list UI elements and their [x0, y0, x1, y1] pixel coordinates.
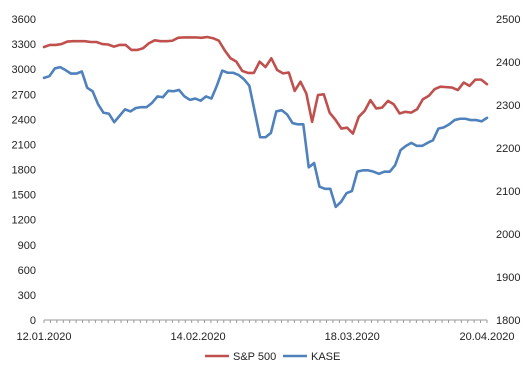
y-right-tick-label: 2100 [496, 186, 520, 198]
y-left-tick-label: 1200 [12, 215, 36, 227]
y-left-tick-label: 1500 [12, 190, 36, 202]
x-tick-label: 20.04.2020 [459, 331, 514, 343]
y-right-tick-label: 2400 [496, 57, 520, 69]
y-left-tick-label: 0 [30, 315, 36, 327]
series-line-s-p-500 [42, 35, 489, 135]
y-left-tick-label: 300 [18, 290, 36, 302]
legend-label-s-p-500: S&P 500 [233, 351, 276, 363]
y-left-axis: 0 300 600 900 1200 1500 1800 2100 2400 2700 3000 33… [12, 14, 36, 327]
y-left-tick-label: 2100 [12, 139, 36, 151]
legend-label-kase: KASE [311, 351, 340, 363]
y-right-tick-label: 1800 [496, 315, 520, 327]
y-right-tick-label: 2000 [496, 229, 520, 241]
y-right-tick-label: 1900 [496, 272, 520, 284]
legend: S&P 500 KASE [205, 351, 340, 363]
y-left-tick-label: 3600 [12, 14, 36, 26]
y-left-tick-label: 600 [18, 265, 36, 277]
y-left-tick-label: 2700 [12, 89, 36, 101]
y-left-tick-label: 900 [18, 240, 36, 252]
y-right-tick-label: 2300 [496, 100, 520, 112]
y-right-tick-label: 2500 [496, 14, 520, 26]
x-tick-label: 12.01.2020 [16, 331, 71, 343]
series-layer [42, 35, 489, 209]
y-left-tick-label: 2400 [12, 114, 36, 126]
y-left-tick-label: 3000 [12, 64, 36, 76]
y-right-axis: 1800 1900 2000 2100 2200 2300 2400 2500 [496, 14, 520, 327]
y-right-tick-label: 2200 [496, 143, 520, 155]
x-tick-label: 14.02.2020 [171, 331, 226, 343]
y-left-tick-label: 3300 [12, 39, 36, 51]
x-axis: 12.01.2020 14.02.2020 18.03.2020 20.04.2020 [16, 319, 515, 343]
series-line-kase [42, 65, 489, 209]
x-tick-label: 18.03.2020 [325, 331, 380, 343]
y-left-tick-label: 1800 [12, 165, 36, 177]
